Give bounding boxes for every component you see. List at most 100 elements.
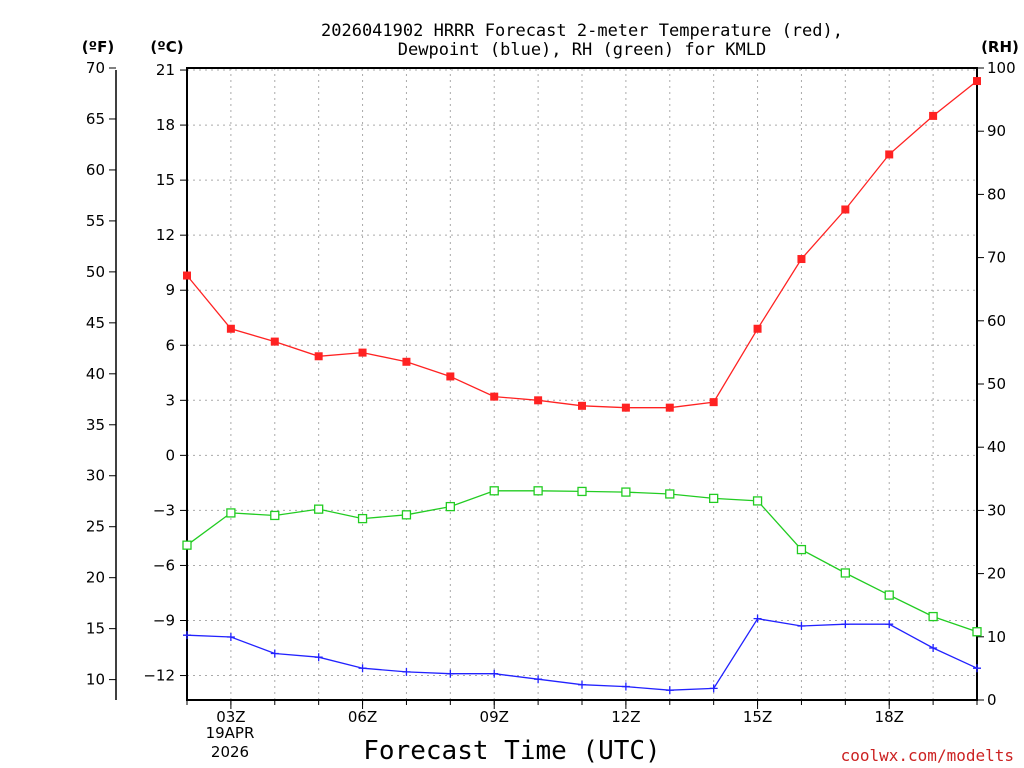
celsius-tick-label: −3 bbox=[153, 501, 175, 519]
fahrenheit-tick-label: 60 bbox=[86, 161, 105, 179]
celsius-tick-label: 0 bbox=[165, 446, 175, 464]
celsius-unit-label: (ºC) bbox=[150, 38, 183, 56]
temperature-point bbox=[973, 77, 981, 86]
dewpoint-point bbox=[841, 620, 850, 629]
rh-point bbox=[314, 504, 324, 514]
fahrenheit-tick-label: 55 bbox=[86, 212, 105, 230]
rh-point bbox=[270, 510, 280, 521]
x-tick-label: 03Z bbox=[216, 708, 245, 726]
rh-point bbox=[665, 489, 675, 499]
rh-point bbox=[709, 493, 719, 504]
dewpoint-point bbox=[490, 669, 499, 678]
temperature-point bbox=[797, 255, 806, 264]
temperature-point bbox=[665, 403, 674, 412]
celsius-tick-label: 9 bbox=[165, 281, 175, 299]
fahrenheit-tick-label: 45 bbox=[86, 314, 105, 332]
dewpoint-point bbox=[402, 667, 411, 676]
dewpoint-point bbox=[929, 644, 938, 653]
temperature-line bbox=[186, 80, 978, 409]
rh-tick-label: 80 bbox=[987, 185, 1006, 203]
temperature-point bbox=[226, 324, 235, 333]
celsius-tick-label: −12 bbox=[143, 667, 175, 685]
rh-point bbox=[401, 510, 412, 520]
chart-title-line2: Dewpoint (blue), RH (green) for KMLD bbox=[398, 40, 766, 60]
rh-tick-label: 60 bbox=[987, 312, 1006, 330]
celsius-tick-label: 15 bbox=[156, 171, 175, 189]
x-tick-label: 09Z bbox=[480, 708, 509, 726]
fahrenheit-tick-label: 20 bbox=[86, 569, 105, 587]
fahrenheit-tick-label: 50 bbox=[86, 263, 105, 281]
dewpoint-point bbox=[621, 682, 630, 691]
date-label-month: 19APR bbox=[206, 724, 255, 742]
dewpoint-point bbox=[358, 664, 367, 673]
temperature-point bbox=[446, 372, 455, 381]
celsius-tick-label: −6 bbox=[153, 556, 175, 574]
temperature-point bbox=[578, 401, 586, 410]
x-axis-title: Forecast Time (UTC) bbox=[363, 736, 660, 766]
axes: 70656055504540353025201510211815129630−3… bbox=[86, 59, 1016, 726]
celsius-tick-label: 18 bbox=[156, 116, 175, 134]
rh-point bbox=[796, 544, 807, 555]
rh-point bbox=[621, 487, 631, 497]
fahrenheit-tick-label: 10 bbox=[86, 671, 105, 689]
dewpoint-point bbox=[314, 653, 323, 662]
rh-point bbox=[928, 611, 938, 622]
rh-tick-label: 90 bbox=[987, 122, 1006, 140]
dewpoint-point bbox=[226, 633, 235, 642]
chart-title-line1: 2026041902 HRRR Forecast 2-meter Tempera… bbox=[321, 21, 843, 41]
rh-point bbox=[226, 508, 236, 518]
dewpoint-point bbox=[183, 631, 191, 640]
rh-tick-label: 0 bbox=[987, 691, 997, 709]
celsius-tick-label: 6 bbox=[165, 336, 175, 354]
temperature-point bbox=[534, 396, 543, 405]
temperature-point bbox=[841, 205, 850, 214]
gridlines bbox=[187, 68, 977, 700]
data-series bbox=[182, 77, 982, 695]
fahrenheit-tick-label: 65 bbox=[86, 110, 105, 128]
fahrenheit-tick-label: 30 bbox=[86, 467, 105, 485]
dewpoint-point bbox=[534, 675, 543, 684]
x-tick-label: 12Z bbox=[611, 708, 640, 726]
temperature-point bbox=[490, 392, 499, 401]
fahrenheit-tick-label: 25 bbox=[86, 518, 105, 536]
x-tick-label: 15Z bbox=[743, 708, 772, 726]
rh-tick-label: 30 bbox=[987, 501, 1006, 519]
rh-point bbox=[445, 501, 455, 512]
credit-label: coolwx.com/modelts bbox=[841, 746, 1014, 765]
dewpoint-point bbox=[578, 680, 586, 689]
rh-point bbox=[972, 627, 982, 637]
rh-tick-label: 10 bbox=[987, 628, 1006, 646]
plot-frame bbox=[186, 67, 978, 701]
rh-tick-label: 50 bbox=[987, 375, 1006, 393]
celsius-tick-label: 21 bbox=[156, 61, 175, 79]
temperature-point bbox=[709, 398, 718, 407]
temperature-point bbox=[621, 403, 630, 412]
fahrenheit-tick-label: 40 bbox=[86, 365, 105, 383]
rh-tick-label: 100 bbox=[987, 59, 1016, 77]
temperature-point bbox=[753, 324, 762, 333]
celsius-tick-label: 12 bbox=[156, 226, 175, 244]
temperature-point bbox=[885, 150, 894, 159]
celsius-tick-label: 3 bbox=[165, 391, 175, 409]
fahrenheit-unit-label: (ºF) bbox=[82, 38, 114, 56]
rh-point bbox=[752, 496, 763, 506]
dewpoint-point bbox=[446, 669, 455, 678]
temperature-point bbox=[402, 357, 411, 366]
rh-tick-label: 70 bbox=[987, 249, 1006, 267]
fahrenheit-tick-label: 35 bbox=[86, 416, 105, 434]
temperature-point bbox=[183, 271, 191, 280]
fahrenheit-tick-label: 15 bbox=[86, 620, 105, 638]
rh-point bbox=[577, 486, 587, 497]
dewpoint-point bbox=[270, 649, 279, 658]
temperature-point bbox=[929, 111, 938, 120]
date-label-year: 2026 bbox=[211, 743, 249, 761]
rh-point bbox=[489, 486, 499, 496]
rh-point bbox=[840, 568, 850, 578]
dewpoint-point bbox=[885, 620, 894, 629]
fahrenheit-tick-label: 70 bbox=[86, 59, 105, 77]
rh-tick-label: 20 bbox=[987, 565, 1006, 583]
celsius-tick-label: −9 bbox=[153, 611, 175, 629]
temperature-point bbox=[358, 348, 367, 357]
rh-point bbox=[182, 540, 192, 550]
dewpoint-point bbox=[973, 664, 981, 673]
